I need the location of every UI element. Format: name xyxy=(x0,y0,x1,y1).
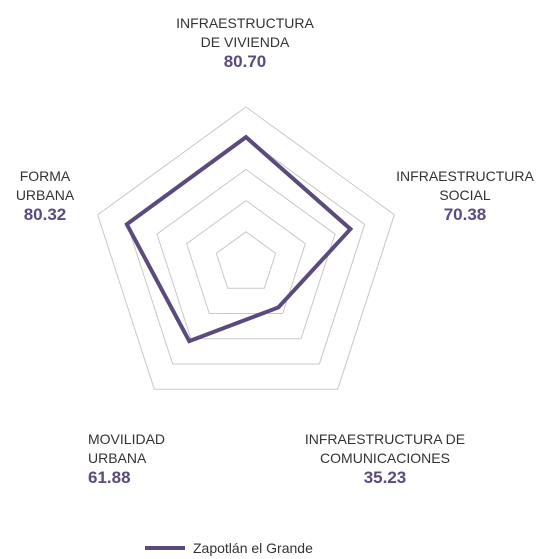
legend-label: Zapotlán el Grande xyxy=(193,540,313,556)
value-label: 70.38 xyxy=(443,205,487,224)
axis-label: INFRAESTRUCTURA DE VIVIENDA 80.70 xyxy=(165,14,325,72)
axis-label: INFRAESTRUCTURA SOCIAL 70.38 xyxy=(385,167,545,225)
category-name: FORMA URBANA xyxy=(15,168,75,203)
grid-ring xyxy=(186,199,306,314)
series-line xyxy=(124,134,354,344)
value-label: 80.32 xyxy=(23,205,67,224)
value-label: 61.88 xyxy=(88,468,131,487)
category-name: INFRAESTRUCTURA DE COMUNICACIONES xyxy=(304,431,466,466)
axis-label: FORMA URBANA 80.32 xyxy=(5,167,85,225)
grid-ring xyxy=(97,106,395,390)
grid-ring xyxy=(156,168,336,340)
category-name: INFRAESTRUCTURA DE VIVIENDA xyxy=(176,15,314,50)
axis-label: MOVILIDAD URBANA 61.88 xyxy=(88,430,188,488)
value-label: 35.23 xyxy=(363,468,407,487)
value-label: 80.70 xyxy=(223,52,267,71)
grid-ring xyxy=(215,231,277,289)
category-name: INFRAESTRUCTURA SOCIAL xyxy=(396,168,534,203)
axis-label: INFRAESTRUCTURA DE COMUNICACIONES 35.23 xyxy=(290,430,480,488)
category-name: MOVILIDAD URBANA xyxy=(88,431,166,466)
